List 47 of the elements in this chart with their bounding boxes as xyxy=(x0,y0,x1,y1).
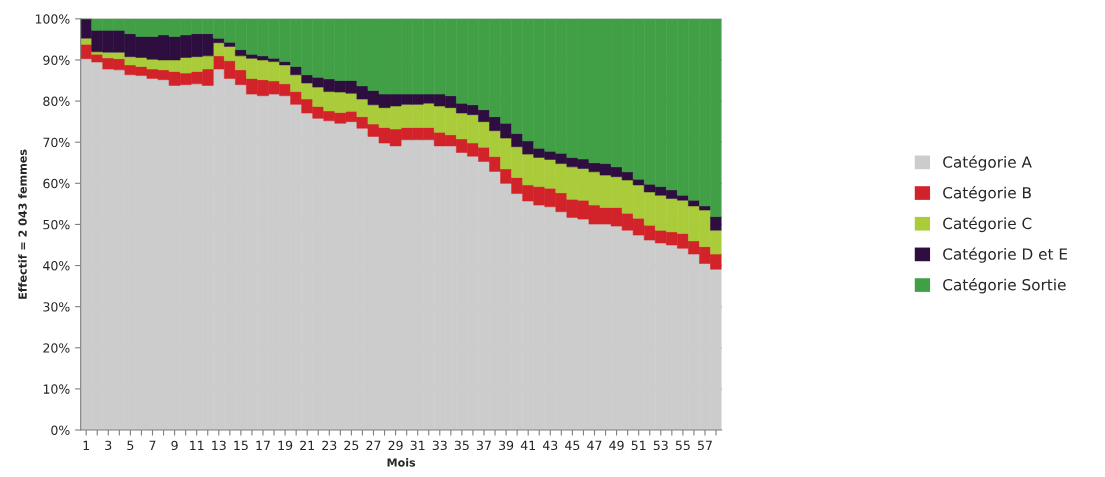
x-tick-label: 43 xyxy=(542,440,558,451)
legend-label: Catégorie A xyxy=(943,155,1032,171)
x-tick-label: 13 xyxy=(212,440,226,451)
x-tick-label: 37 xyxy=(476,440,491,451)
x-tick-label: 1 xyxy=(83,440,90,450)
y-tick-label: 0% xyxy=(51,425,70,435)
y-tick-label: 50% xyxy=(43,219,70,230)
x-tick-label: 33 xyxy=(432,440,447,451)
x-tick-label: 31 xyxy=(410,440,425,451)
y-tick-label: 100% xyxy=(35,14,70,24)
y-tick-label: 70% xyxy=(43,137,70,148)
legend-label: Catégorie Sortie xyxy=(943,278,1066,294)
x-tick-label: 45 xyxy=(565,440,580,451)
x-tick-label: 41 xyxy=(520,440,535,450)
x-tick-label: 15 xyxy=(234,440,248,451)
x-tick-label: 3 xyxy=(105,440,112,451)
x-tick-label: 21 xyxy=(300,440,314,450)
x-tick-label: 27 xyxy=(366,440,381,450)
x-tick-label: 57 xyxy=(698,440,712,451)
x-tick-label: 53 xyxy=(653,440,668,451)
y-tick-label: 40% xyxy=(43,261,70,271)
x-tick-label: 35 xyxy=(454,440,469,451)
x-tick-label: 29 xyxy=(388,440,403,451)
x-tick-label: 51 xyxy=(631,440,646,451)
x-tick-label: 39 xyxy=(499,440,514,451)
x-axis-title: Mois xyxy=(387,458,416,467)
legend-label: Catégorie B xyxy=(943,186,1031,202)
x-tick-label: 25 xyxy=(344,440,359,451)
x-tick-label: 7 xyxy=(149,440,156,450)
x-tick-label: 55 xyxy=(675,440,690,451)
legend-label: Catégorie D et E xyxy=(943,247,1068,263)
y-tick-label: 90% xyxy=(43,55,70,65)
y-tick-label: 20% xyxy=(43,343,70,353)
y-tick-label: 30% xyxy=(43,302,70,312)
y-tick-label: 60% xyxy=(43,178,70,189)
y-axis-title: Effectif = 2 043 femmes xyxy=(18,149,27,299)
legend-label: Catégorie C xyxy=(943,216,1032,233)
y-tick-label: 10% xyxy=(43,384,70,394)
x-tick-label: 11 xyxy=(190,440,204,450)
y-tick-label: 80% xyxy=(43,96,70,106)
x-tick-label: 23 xyxy=(322,440,337,451)
x-tick-label: 47 xyxy=(587,440,602,450)
x-tick-label: 17 xyxy=(256,440,270,450)
x-tick-label: 49 xyxy=(609,440,624,451)
x-tick-label: 5 xyxy=(127,440,134,451)
x-tick-label: 19 xyxy=(278,440,293,451)
x-tick-label: 9 xyxy=(171,440,178,451)
